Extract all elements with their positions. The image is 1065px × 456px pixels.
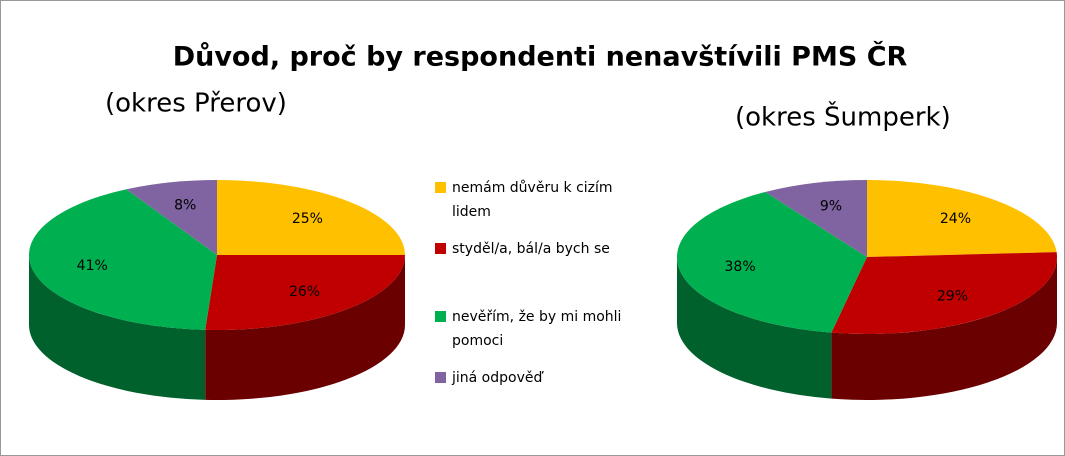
legend-item: styděl/a, bál/a bych se [435, 237, 655, 261]
slice [126, 180, 217, 255]
data-label: 26% [289, 284, 320, 300]
data-label: 25% [292, 211, 323, 227]
chart-subtitle: (okres Šumperk) [735, 101, 951, 133]
legend-swatch [435, 243, 446, 254]
legend-swatch [435, 372, 446, 383]
slice [867, 180, 1057, 257]
legend-swatch [435, 182, 446, 193]
legend-item: nevěřím, že by mi mohli pomoci [435, 305, 655, 353]
legend-item: jiná odpověď [435, 366, 655, 390]
legend-item: nemám důvěru k cizím lidem [435, 176, 655, 224]
chart-subtitle: (okres Přerov) [105, 89, 287, 119]
data-label: 29% [937, 288, 968, 304]
slice [677, 191, 867, 333]
data-label: 41% [77, 258, 108, 274]
data-label: 38% [725, 259, 756, 275]
legend-label: styděl/a, bál/a bych se [452, 241, 610, 257]
slice [29, 189, 218, 330]
slice-side [29, 255, 206, 400]
data-label: 24% [940, 211, 971, 227]
chart-title: Důvod, proč by respondenti nenavštívili … [173, 41, 908, 73]
data-label: 9% [820, 199, 842, 215]
legend-label: nevěřím, že by mi mohli pomoci [452, 309, 622, 349]
slice-side [831, 257, 1057, 400]
slice [765, 180, 867, 257]
slice-side [677, 257, 832, 399]
slice-side [205, 255, 405, 400]
slice [217, 180, 405, 255]
legend-label: nemám důvěru k cizím lidem [452, 180, 613, 220]
legend-swatch [435, 311, 446, 322]
slice [205, 255, 405, 330]
slice [831, 252, 1058, 335]
data-label: 8% [174, 198, 196, 214]
legend-label: jiná odpověď [452, 370, 543, 386]
